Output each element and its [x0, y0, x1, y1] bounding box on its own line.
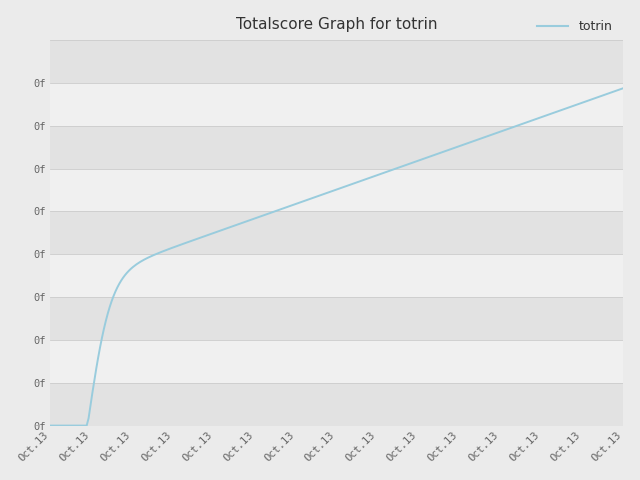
Bar — [51, 254, 623, 297]
totrin — [620, 85, 627, 91]
totrin — [49, 423, 56, 429]
Bar — [51, 168, 623, 211]
totrin — [388, 167, 396, 173]
totrin — [397, 164, 405, 169]
Bar — [51, 383, 623, 426]
Bar — [51, 83, 623, 126]
Legend: totrin: totrin — [532, 15, 617, 38]
Bar — [51, 297, 623, 340]
Bar — [51, 40, 623, 83]
Bar — [51, 340, 623, 383]
Bar — [51, 126, 623, 168]
totrin — [386, 168, 394, 174]
Bar — [51, 211, 623, 254]
Title: Totalscore Graph for totrin: Totalscore Graph for totrin — [236, 17, 438, 32]
totrin — [529, 117, 537, 123]
totrin — [566, 104, 573, 110]
totrin — [47, 423, 54, 429]
Line: totrin: totrin — [51, 88, 623, 426]
